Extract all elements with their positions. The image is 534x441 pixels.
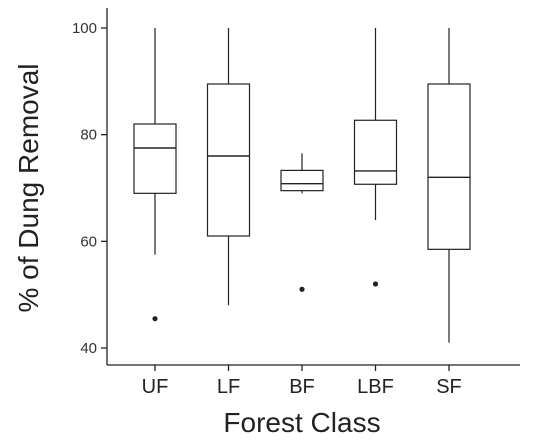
outlier-point xyxy=(372,281,379,287)
y-tick-label: 100 xyxy=(72,20,97,37)
box-uf xyxy=(133,28,177,322)
iqr-box xyxy=(133,123,177,194)
boxes xyxy=(133,28,471,343)
y-tick-label: 80 xyxy=(80,127,97,144)
outlier-point xyxy=(152,316,158,322)
y-tick-label: 60 xyxy=(80,233,97,250)
x-tick-label: LF xyxy=(217,376,240,398)
box-lbf xyxy=(353,28,398,287)
x-tick-label: BF xyxy=(289,376,315,398)
axes: 40 60 80 100 UF LF BF LBF SF xyxy=(72,8,520,398)
x-tick-label: UF xyxy=(142,376,169,398)
y-tick-label: 40 xyxy=(80,340,97,357)
box-lf xyxy=(206,28,251,306)
box-sf xyxy=(427,28,471,343)
x-tick-label: LBF xyxy=(357,376,394,398)
box-bf xyxy=(280,153,324,292)
iqr-box xyxy=(427,83,471,250)
outlier-point xyxy=(299,286,305,292)
y-axis-title: % of Dung Removal xyxy=(13,63,44,312)
iqr-box xyxy=(280,169,324,192)
x-tick-label: SF xyxy=(436,376,462,398)
x-axis-title: Forest Class xyxy=(223,407,380,438)
iqr-box xyxy=(353,119,398,185)
iqr-box xyxy=(206,83,251,237)
